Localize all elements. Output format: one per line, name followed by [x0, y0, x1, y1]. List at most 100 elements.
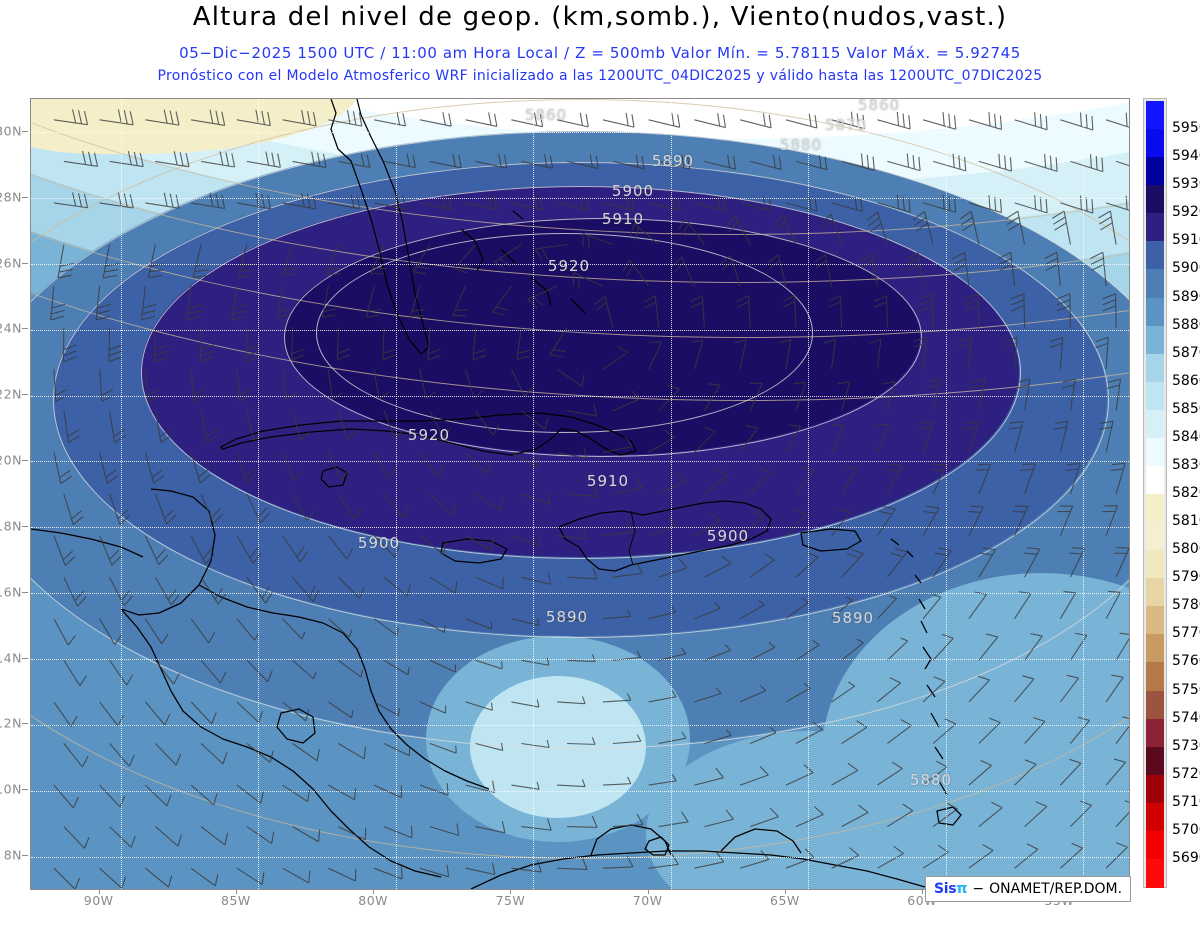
colorbar-cell-9	[1146, 353, 1164, 383]
colorbar-cell-0	[1146, 101, 1164, 130]
gridline-lon-85W	[258, 99, 259, 889]
lat-tickmark-20N	[22, 460, 28, 462]
colorbar-cell-6	[1146, 269, 1164, 299]
colorbar-label-5840: 5840	[1172, 428, 1200, 445]
lat-tick-20N: 20N	[0, 452, 22, 468]
gridline-lat-14N	[31, 659, 1129, 660]
colorbar-cell-14	[1146, 494, 1164, 523]
gridline-lat-18N	[31, 527, 1129, 528]
colorbar-cell-17	[1146, 578, 1164, 607]
colorbar-label-5720: 5720	[1172, 765, 1200, 782]
lat-tickmark-24N	[22, 328, 28, 330]
lon-tick-70W: 70W	[632, 893, 663, 908]
lon-tick-85W: 85W	[220, 893, 251, 908]
gridline-lon-60W	[946, 99, 947, 889]
colorbar-label-5900: 5900	[1172, 260, 1200, 277]
lon-tick-75W: 75W	[495, 893, 526, 908]
gridline-lon-65W	[808, 99, 809, 889]
lat-tick-8N: 8N	[3, 847, 22, 863]
colorbar-cell-23	[1146, 746, 1164, 776]
gridline-lat-30N	[31, 132, 1129, 133]
colorbar-label-5730: 5730	[1172, 737, 1200, 754]
colorbar-gradient	[1146, 101, 1164, 888]
lat-tick-10N: 10N	[0, 781, 22, 797]
lat-tick-12N: 12N	[0, 715, 22, 731]
lat-tick-28N: 28N	[0, 189, 22, 205]
lat-tickmark-8N	[22, 855, 28, 857]
lat-tick-24N: 24N	[0, 320, 22, 336]
colorbar-label-5870: 5870	[1172, 344, 1200, 361]
colorbar-cell-10	[1146, 381, 1164, 411]
lat-tickmark-30N	[22, 130, 28, 132]
colorbar-label-5690: 5690	[1172, 849, 1200, 866]
colorbar-cell-8	[1146, 325, 1164, 355]
colorbar-label-5930: 5930	[1172, 176, 1200, 193]
colorbar-cell-27	[1146, 858, 1164, 888]
credit-sis-text: Sisπ	[934, 881, 968, 897]
colorbar[interactable]	[1143, 98, 1167, 888]
lat-tick-22N: 22N	[0, 386, 22, 402]
colorbar-label-5800: 5800	[1172, 541, 1200, 558]
lon-tickmark-70W	[647, 889, 649, 894]
lon-tickmark-75W	[510, 889, 512, 894]
colorbar-cell-2	[1146, 157, 1164, 186]
credit-badge: Sisπ − ONAMET/REP.DOM.	[925, 876, 1132, 902]
colorbar-cell-26	[1146, 830, 1164, 860]
colorbar-label-5910: 5910	[1172, 232, 1200, 249]
lat-tickmark-26N	[22, 262, 28, 264]
colorbar-cell-13	[1146, 465, 1164, 495]
colorbar-cell-4	[1146, 213, 1164, 242]
lon-tickmark-80W	[373, 889, 375, 894]
lat-tickmark-22N	[22, 394, 28, 396]
subtitle-model-info: Pronóstico con el Modelo Atmosferico WRF…	[157, 68, 1043, 84]
colorbar-cell-5	[1146, 241, 1164, 270]
chart-header: Altura del nivel de geop. (km,somb.), Vi…	[0, 0, 1200, 95]
lat-tick-26N: 26N	[0, 255, 22, 271]
colorbar-label-5710: 5710	[1172, 793, 1200, 810]
lat-tickmark-16N	[22, 591, 28, 593]
map-canvas: 5860 5860 5870 5880 5890 5900 5910 5920 5920 5910…	[31, 99, 1129, 889]
colorbar-cell-18	[1146, 606, 1164, 635]
colorbar-cell-16	[1146, 550, 1164, 579]
colorbar-label-5940: 5940	[1172, 148, 1200, 165]
gridline-lat-20N	[31, 461, 1129, 462]
colorbar-cell-7	[1146, 297, 1164, 327]
gridline-lat-24N	[31, 330, 1129, 331]
page-title: Altura del nivel de geop. (km,somb.), Vi…	[192, 2, 1008, 32]
colorbar-label-5950: 5950	[1172, 120, 1200, 137]
map-plot-area[interactable]: 5860 5860 5870 5880 5890 5900 5910 5920 5920 5910…	[30, 98, 1130, 890]
colorbar-label-5770: 5770	[1172, 625, 1200, 642]
gridline-lat-8N	[31, 857, 1129, 858]
lat-tick-18N: 18N	[0, 518, 22, 534]
lat-tickmark-14N	[22, 657, 28, 659]
colorbar-label-5880: 5880	[1172, 316, 1200, 333]
colorbar-label-5760: 5760	[1172, 653, 1200, 670]
colorbar-label-5700: 5700	[1172, 821, 1200, 838]
lon-tickmark-65W	[784, 889, 786, 894]
lon-tickmark-60W	[922, 889, 924, 894]
colorbar-cell-20	[1146, 662, 1164, 692]
colorbar-cell-25	[1146, 802, 1164, 832]
colorbar-label-5850: 5850	[1172, 400, 1200, 417]
gridline-lat-26N	[31, 264, 1129, 265]
colorbar-cell-1	[1146, 129, 1164, 158]
gridline-lon-55W	[1083, 99, 1084, 889]
lat-tickmark-18N	[22, 525, 28, 527]
colorbar-label-5750: 5750	[1172, 681, 1200, 698]
lat-tick-16N: 16N	[0, 584, 22, 600]
lon-tickmark-85W	[235, 889, 237, 894]
gridline-lon-75W	[533, 99, 534, 889]
colorbar-label-5780: 5780	[1172, 597, 1200, 614]
gridline-lat-22N	[31, 396, 1129, 397]
colorbar-cell-19	[1146, 634, 1164, 663]
lat-tickmark-12N	[22, 723, 28, 725]
colorbar-label-5810: 5810	[1172, 513, 1200, 530]
gridline-lon-90W	[121, 99, 122, 889]
lat-tickmark-10N	[22, 789, 28, 791]
colorbar-cell-24	[1146, 774, 1164, 804]
gridline-lat-12N	[31, 725, 1129, 726]
colorbar-cell-22	[1146, 718, 1164, 748]
gridline-lat-28N	[31, 198, 1129, 199]
gridline-lon-70W	[671, 99, 672, 889]
lon-tick-80W: 80W	[358, 893, 389, 908]
